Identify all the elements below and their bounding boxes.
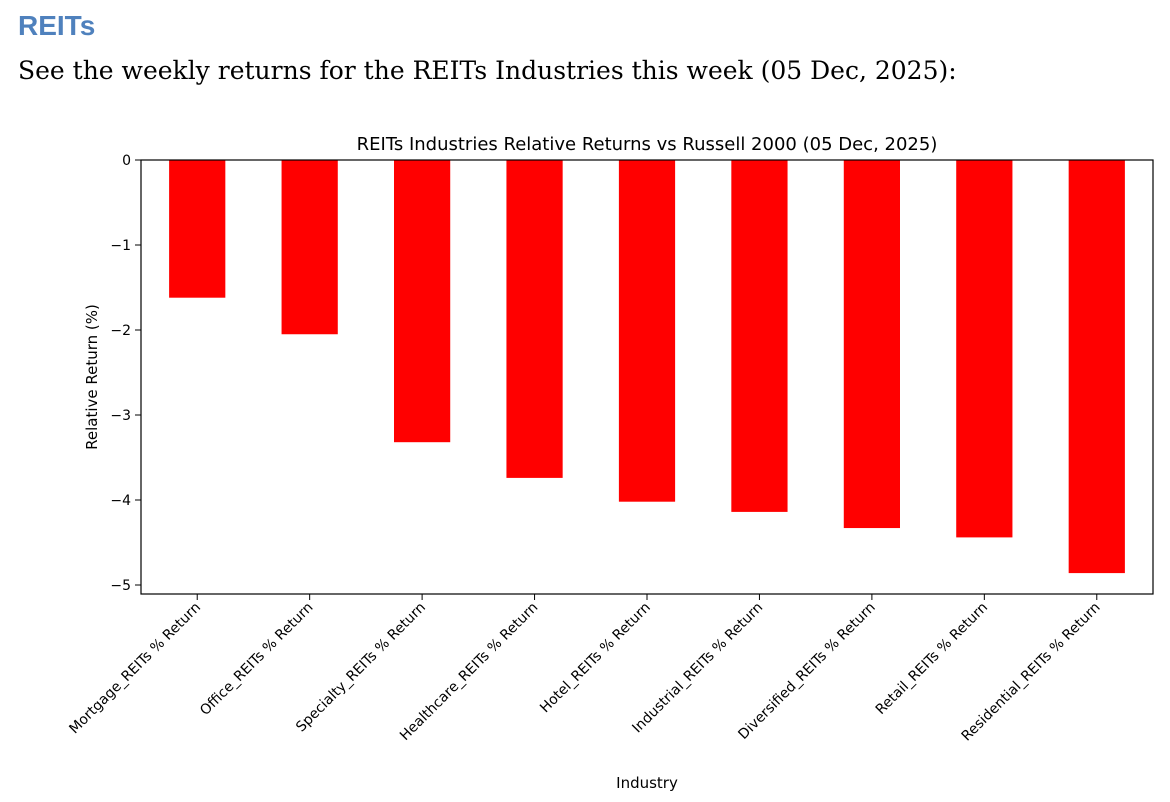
y-tick-label: −3 <box>110 408 131 424</box>
chart-title: REITs Industries Relative Returns vs Rus… <box>357 134 938 155</box>
x-axis-label: Industry <box>616 774 678 792</box>
y-tick-label: −4 <box>110 493 131 509</box>
x-tick-label: Office_REITs % Return <box>197 600 316 719</box>
y-tick-label: −1 <box>110 238 131 254</box>
bar <box>618 160 676 502</box>
section-heading: REITs <box>18 10 96 41</box>
x-tick-label: Healthcare_REITs % Return <box>397 600 541 744</box>
y-tick-label: 0 <box>122 153 131 169</box>
x-tick-label: Hotel_REITs % Return <box>537 600 654 717</box>
x-tick-label: Diversified_REITs % Return <box>735 600 878 743</box>
x-tick-label: Mortgage_REITs % Return <box>66 600 204 738</box>
bar <box>731 160 788 512</box>
bar <box>956 160 1013 538</box>
x-tick-label: Industrial_REITs % Return <box>629 600 766 737</box>
y-axis-label: Relative Return (%) <box>83 304 101 450</box>
bar <box>281 160 338 335</box>
bars-group <box>169 160 1125 574</box>
x-tick-label: Specialty_REITs % Return <box>293 600 429 736</box>
y-tick-label: −2 <box>110 323 131 339</box>
bar <box>394 160 451 443</box>
bar <box>169 160 226 298</box>
y-axis-ticks: 0 −1 −2 −3 −4 −5 <box>110 153 141 594</box>
bar <box>1068 160 1125 574</box>
x-tick-label: Retail_REITs % Return <box>873 600 991 718</box>
bar <box>506 160 563 478</box>
intro-text: See the weekly returns for the REITs Ind… <box>18 56 957 85</box>
bar <box>843 160 900 529</box>
y-tick-label: −5 <box>110 578 131 594</box>
